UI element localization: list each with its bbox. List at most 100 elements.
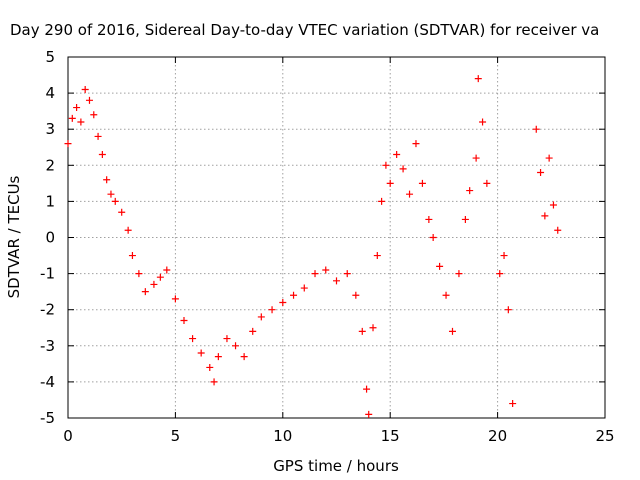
y-tick-label: -1 [40,265,55,283]
data-point [418,179,426,187]
data-point [300,284,308,292]
data-point [189,335,197,343]
x-tick-label: 20 [488,427,507,445]
y-tick-label: 4 [45,84,55,102]
data-point [509,400,517,408]
y-tick-label: 3 [45,120,55,138]
grid-lines [68,57,605,418]
y-tick-label: -3 [40,337,55,355]
data-point [111,197,119,205]
data-point [103,176,111,184]
data-point [73,104,81,112]
data-point [412,140,420,148]
data-point [466,187,474,195]
data-point [249,327,257,335]
y-tick-label: 1 [45,192,55,210]
data-point [333,277,340,285]
data-point [290,291,298,299]
data-point [214,353,222,361]
data-point [504,306,512,314]
data-point [85,96,93,104]
data-point [436,262,444,270]
y-axis-label: SDTVAR / TECUs [5,175,23,298]
data-point [399,165,407,173]
data-point [118,208,126,216]
data-point [163,266,171,274]
data-point [232,342,240,350]
data-point [77,118,85,126]
data-point [94,132,102,140]
chart-title: Day 290 of 2016, Sidereal Day-to-day VTE… [10,21,599,39]
x-tick-label: 0 [63,427,73,445]
data-point [545,154,553,162]
data-point [382,161,390,169]
data-point [279,298,287,306]
x-tick-label: 25 [595,427,614,445]
data-point [393,150,401,158]
data-point [429,234,437,241]
y-tick-label: -2 [40,301,55,319]
data-point [223,335,231,343]
data-point [128,252,136,260]
y-tick-label: -4 [40,373,55,391]
data-point [352,291,360,299]
data-point [197,349,205,357]
data-point [81,85,89,93]
data-point [240,353,248,361]
data-point [107,190,115,198]
data-point [171,295,179,303]
data-point [461,215,469,223]
data-point [210,378,218,386]
data-point [442,291,450,299]
x-tick-label: 10 [273,427,292,445]
data-point [180,317,188,325]
data-point [554,226,562,234]
data-point [386,179,394,187]
data-point [448,327,456,335]
data-point [496,270,504,278]
data-point [500,252,508,260]
y-tick-label: -5 [40,409,55,427]
data-point [373,252,381,260]
data-point [135,270,143,278]
data-point [68,114,76,122]
data-point [257,313,265,321]
data-point [363,385,371,393]
data-point [268,306,276,314]
data-point [541,212,549,220]
data-point [150,280,158,288]
data-point [537,169,545,177]
data-points [64,75,562,418]
data-point [358,327,366,335]
axis-ticks [67,56,606,419]
data-point [141,288,149,296]
data-point [156,273,164,281]
data-point [343,270,351,278]
y-tick-label: 5 [45,48,55,66]
y-tick-label: 2 [45,156,55,174]
data-point [472,154,480,162]
tick-labels: 0 5 10 15 20 25 -5 -4 -3 -2 -1 0 1 2 3 4 5 [40,48,615,445]
data-point [455,270,463,278]
x-axis-label: GPS time / hours [273,457,399,475]
data-point [124,226,132,234]
x-tick-label: 5 [171,427,181,445]
data-point [474,75,482,83]
data-point [425,215,433,223]
data-point [549,201,557,209]
data-point [479,118,487,126]
data-point [532,125,540,133]
data-point [98,150,106,158]
data-point [206,363,214,371]
data-point [64,140,72,148]
data-point [369,324,377,332]
data-point [378,197,386,205]
x-tick-label: 15 [381,427,400,445]
data-point [483,179,491,187]
data-point [322,266,330,274]
data-point [365,410,373,418]
y-tick-label: 0 [45,229,55,247]
data-point [406,190,414,198]
data-point [90,111,98,119]
